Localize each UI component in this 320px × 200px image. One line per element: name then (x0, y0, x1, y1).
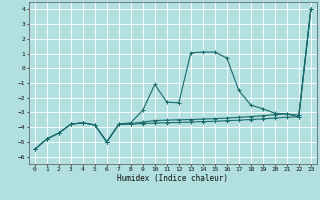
X-axis label: Humidex (Indice chaleur): Humidex (Indice chaleur) (117, 174, 228, 183)
